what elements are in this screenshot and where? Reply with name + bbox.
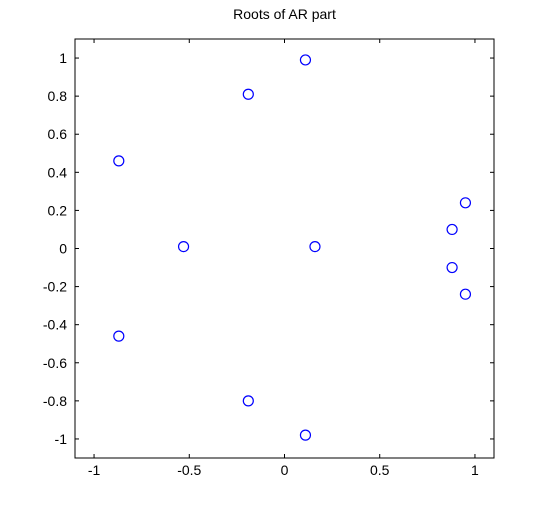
- x-tick-label: 0: [281, 462, 289, 478]
- root-marker: [299, 429, 312, 441]
- y-tick-label: -0.4: [43, 317, 67, 333]
- root-marker: [242, 395, 254, 407]
- plot-area: [74, 38, 495, 459]
- y-tick-label: -0.2: [43, 279, 67, 295]
- root-marker: [446, 223, 458, 236]
- y-tick-label: 0.6: [48, 126, 68, 142]
- y-tick-label: 0: [59, 241, 67, 257]
- chart-title: Roots of AR part: [233, 6, 336, 22]
- root-marker: [446, 261, 458, 274]
- x-tick-label: 0.5: [370, 462, 390, 478]
- y-tick-label: 0.8: [48, 88, 68, 104]
- root-marker: [113, 330, 125, 342]
- x-tick-label: -0.5: [177, 462, 201, 478]
- root-marker: [113, 155, 125, 167]
- y-tick-label: 0.2: [48, 202, 68, 218]
- y-tick-label: -0.6: [43, 355, 67, 371]
- x-tick-label: -1: [88, 462, 101, 478]
- data-points: [113, 54, 472, 441]
- y-tick-label: -1: [55, 431, 68, 447]
- root-marker: [177, 240, 190, 253]
- root-marker: [459, 197, 472, 209]
- root-marker: [459, 288, 472, 300]
- y-axis: 1 0.8 0.6 0.4 0.2 0 -0.2 -0.4 -0.6 -0.8 -1: [43, 50, 494, 447]
- root-marker: [299, 54, 312, 66]
- x-tick-label: 1: [471, 462, 479, 478]
- y-tick-label: -0.8: [43, 393, 67, 409]
- y-tick-label: 0.4: [48, 164, 68, 180]
- root-marker: [242, 88, 254, 100]
- y-tick-label: 1: [59, 50, 67, 66]
- root-marker: [309, 240, 321, 253]
- x-axis: -1 -0.5 0 0.5 1: [88, 39, 479, 478]
